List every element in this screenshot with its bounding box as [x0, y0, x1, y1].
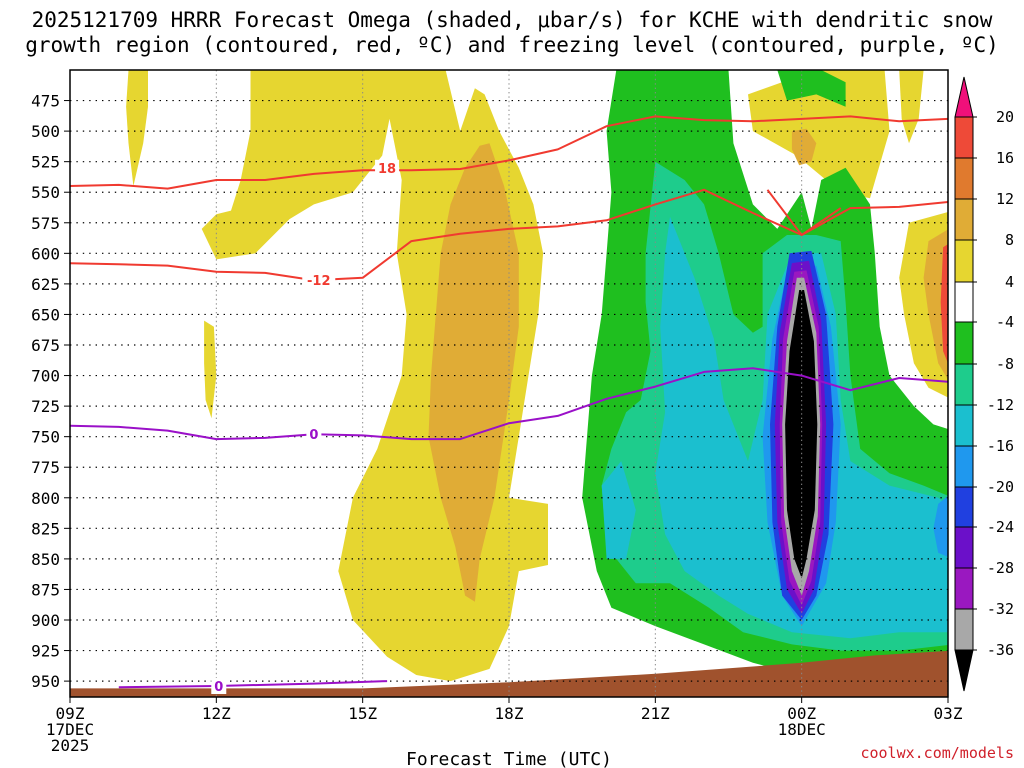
y-tick-label-500: 500: [31, 122, 60, 141]
region-yellow-left-streak: [126, 70, 148, 187]
credit-text: coolwx.com/models: [860, 744, 1014, 762]
colorbar-label-0: 20: [996, 108, 1014, 126]
x-date-label-1-0: 18DEC: [778, 720, 826, 739]
purple-contour-label-bg-0: [306, 426, 322, 443]
colorbar-segment-12: [954, 608, 974, 651]
x-tick-label-5: 00Z: [787, 704, 816, 723]
y-tick-label-800: 800: [31, 489, 60, 508]
y-tick-label-825: 825: [31, 519, 60, 538]
y-tick-label-725: 725: [31, 397, 60, 416]
x-tick-label-2: 15Z: [348, 704, 377, 723]
y-tick-label-925: 925: [31, 642, 60, 661]
red-contour-label-bg-1: [302, 272, 336, 289]
y-tick-label-850: 850: [31, 550, 60, 569]
colorbar-segment-2: [954, 198, 974, 241]
region-red-right: [940, 244, 948, 364]
colorbar-segment-10: [954, 526, 974, 569]
colorbar-segment-8: [954, 445, 974, 488]
colorbar-label-12: -32: [987, 600, 1014, 618]
terrain-ground: [70, 650, 948, 697]
red-contour-0: [70, 115, 948, 190]
region-orange-top-right: [791, 128, 817, 166]
colorbar-segment-7: [954, 404, 974, 447]
y-tick-label-475: 475: [31, 92, 60, 111]
y-tick-label-675: 675: [31, 336, 60, 355]
region-cyan-left-pocket: [601, 461, 636, 559]
colorbar-label-10: -24: [987, 518, 1014, 536]
colorbar-label-4: 4: [1005, 273, 1014, 291]
colorbar-top-arrow: [954, 76, 974, 118]
x-tick-label-6: 03Z: [934, 704, 963, 723]
x-date-label-0-0: 17DEC: [46, 720, 94, 739]
colorbar-segment-11: [954, 567, 974, 610]
colorbar-label-3: 8: [1005, 231, 1014, 249]
region-yellow-top-right: [748, 70, 890, 199]
x-date-label-0-1: 2025: [51, 736, 90, 755]
x-axis-label: Forecast Time (UTC): [406, 749, 612, 768]
colorbar-bottom-arrow: [954, 649, 974, 692]
purple-contour-1: [118, 680, 388, 689]
colorbar-label-9: -20: [987, 478, 1014, 496]
colorbar-label-2: 12: [996, 190, 1014, 208]
red-contour-2: [766, 189, 842, 236]
y-tick-label-600: 600: [31, 244, 60, 263]
colorbar-segment-5: [954, 321, 974, 365]
chart-title-line1: 2025121709 HRRR Forecast Omega (shaded, …: [32, 8, 993, 32]
chart-title-line2: growth region (contoured, red, ºC) and f…: [25, 33, 999, 57]
colorbar-segment-1: [954, 157, 974, 200]
region-orange-main: [428, 143, 519, 602]
y-tick-label-550: 550: [31, 183, 60, 202]
region-yellow-top-right-streak: [899, 70, 924, 144]
y-tick-label-650: 650: [31, 305, 60, 324]
y-tick-label-900: 900: [31, 611, 60, 630]
y-tick-label-875: 875: [31, 580, 60, 599]
plot-area: 18 -12 0 0: [70, 70, 948, 697]
colorbar-label-7: -12: [987, 396, 1014, 414]
colorbar-segment-6: [954, 363, 974, 406]
colorbar-label-1: 16: [996, 149, 1014, 167]
y-tick-label-750: 750: [31, 428, 60, 447]
colorbar-label-6: -8: [996, 355, 1014, 373]
purple-contour-label-1: 0: [214, 680, 223, 695]
purple-contour-label-bg-1: [211, 678, 227, 694]
red-contour-label-0: 18: [378, 162, 396, 177]
purple-contour-label-0: 0: [309, 428, 318, 443]
y-tick-label-575: 575: [31, 214, 60, 233]
colorbar-label-5: -4: [996, 313, 1014, 331]
red-contour-label-1: -12: [307, 274, 331, 289]
region-blue-right: [933, 495, 948, 557]
colorbar-segment-9: [954, 486, 974, 528]
region-yellow-small-oval: [204, 320, 217, 419]
colorbar-segment-3: [954, 239, 974, 283]
region-black-core: [785, 290, 818, 579]
region-green-top-right-blob: [777, 70, 846, 107]
y-tick-label-625: 625: [31, 275, 60, 294]
y-tick-label-525: 525: [31, 153, 60, 172]
x-tick-label-3: 18Z: [495, 704, 524, 723]
colorbar-label-13: -36: [987, 641, 1014, 659]
colorbar-label-8: -16: [987, 437, 1014, 455]
region-orange-right: [923, 229, 948, 380]
y-tick-label-950: 950: [31, 672, 60, 691]
y-tick-label-700: 700: [31, 367, 60, 386]
region-yellow-upper-left: [201, 70, 397, 260]
colorbar-segment-0: [954, 116, 974, 159]
purple-contour-0: [70, 367, 948, 441]
x-tick-label-0: 09Z: [56, 704, 85, 723]
x-tick-label-1: 12Z: [202, 704, 231, 723]
colorbar-label-11: -28: [987, 559, 1014, 577]
y-tick-label-775: 775: [31, 458, 60, 477]
red-contour-label-bg-0: [375, 159, 400, 176]
x-tick-label-4: 21Z: [641, 704, 670, 723]
colorbar-segment-4: [954, 281, 974, 323]
